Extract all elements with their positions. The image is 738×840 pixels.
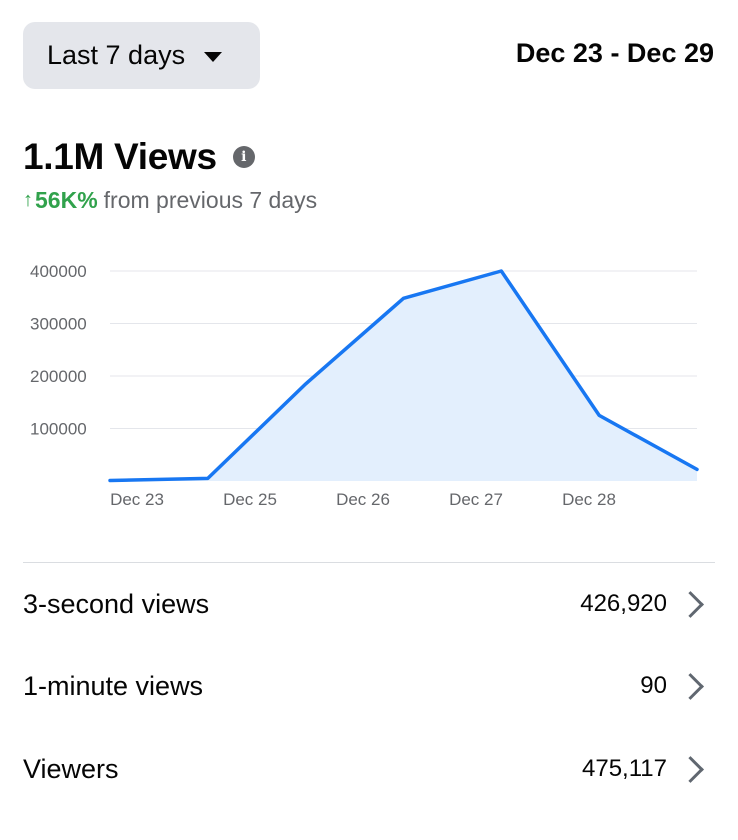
date-range-dropdown-label: Last 7 days (47, 40, 186, 70)
metric-value: 475,117 (582, 755, 667, 782)
y-tick-label: 400000 (30, 262, 87, 281)
y-tick-label: 200000 (30, 367, 87, 386)
views-change: ↑ 56K% from previous 7 days (23, 187, 317, 214)
metric-row-3-second-views[interactable]: 3-second views 426,920 (23, 574, 706, 634)
total-views: 1.1M Views (23, 136, 217, 177)
metric-row-1-minute-views[interactable]: 1-minute views 90 (23, 656, 706, 716)
change-text: from previous 7 days (103, 187, 318, 213)
metric-value: 90 (640, 672, 667, 699)
series-line (108, 269, 699, 483)
metric-value: 426,920 (580, 590, 667, 617)
x-tick-label: Dec 28 (562, 490, 616, 509)
x-tick-label: Dec 27 (449, 490, 503, 509)
metric-label: Viewers (23, 753, 119, 784)
chevron-right-icon (677, 672, 704, 700)
x-tick-label: Dec 23 (110, 490, 164, 509)
series-area (110, 271, 697, 481)
change-percent: 56K% (35, 187, 98, 213)
metric-label: 1-minute views (23, 670, 204, 701)
info-icon[interactable]: i (232, 146, 255, 168)
x-tick-label: Dec 26 (336, 490, 390, 509)
views-summary: 1.1M Views i (23, 136, 255, 178)
y-tick-label: 100000 (30, 420, 87, 439)
date-range-text: Dec 23 - Dec 29 (515, 38, 714, 68)
metric-label: 3-second views (23, 588, 210, 619)
caret-down-icon (204, 52, 223, 62)
x-tick-label: Dec 25 (223, 490, 277, 509)
views-chart: 100000 200000 300000 400000 Dec 23 Dec 25 Dec … (30, 262, 699, 509)
chevron-right-icon (677, 755, 704, 783)
chevron-right-icon (677, 590, 704, 618)
divider (23, 562, 715, 563)
date-range-dropdown[interactable]: Last 7 days (23, 22, 260, 89)
y-tick-label: 300000 (30, 315, 87, 334)
up-arrow-icon: ↑ (23, 189, 33, 211)
metric-row-viewers[interactable]: Viewers 475,117 (23, 739, 706, 799)
